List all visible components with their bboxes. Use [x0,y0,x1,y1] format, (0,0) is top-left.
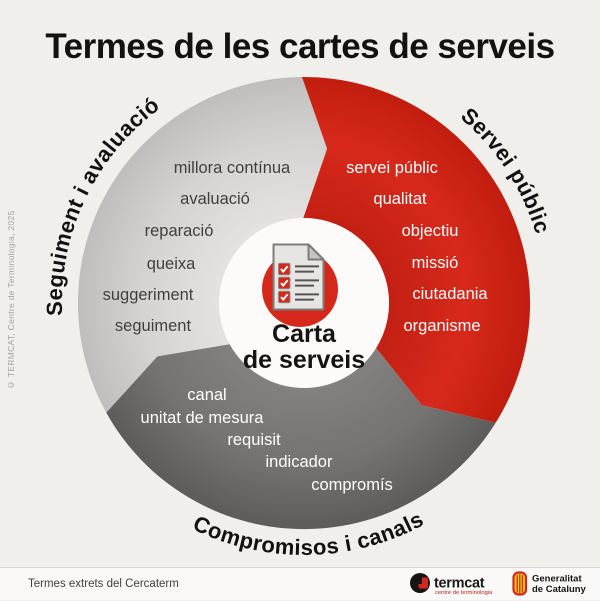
term-label: seguiment [115,317,192,335]
page-title: Termes de les cartes de serveis [45,27,555,66]
donut-chart: millora contínua avaluació reparació queixa… [42,76,555,560]
segment-compromisos-canals [106,344,496,530]
term-label: suggeriment [103,286,194,304]
term-label: reparació [145,222,214,240]
term-label: missió [412,254,459,272]
generalitat-line2: de Catalunya [532,584,586,595]
term-label: compromís [311,476,393,494]
footer-bar: Termes extrets del Cercaterm termcat cen… [0,567,600,600]
term-label: canal [187,386,226,404]
term-label: queixa [147,255,196,273]
term-label: unitat de mesura [141,409,265,427]
center-label-line1: Carta [272,320,337,348]
term-label: servei públic [346,159,438,177]
term-label: requisit [227,431,281,449]
center-hub: Carta de serveis [219,218,389,388]
term-label: qualitat [373,190,427,208]
footer-logos: termcat centre de terminologia Generalit… [410,570,586,596]
term-label: indicador [266,453,333,471]
term-label: millora contínua [174,159,291,177]
generalitat-line1: Generalitat [532,573,582,584]
term-label: objectiu [402,222,459,240]
checklist-document-icon [272,243,325,311]
footer-source-text: Termes extrets del Cercaterm [28,578,179,590]
termcat-wordmark: termcat [434,575,485,591]
center-label-line2: de serveis [243,346,365,374]
segment-terms: millora contínua avaluació reparació queixa… [103,159,489,494]
donut-segments [77,76,531,530]
term-label: avaluació [180,190,250,208]
segment-seguiment-avaluacio [77,77,328,413]
termcat-logo: termcat centre de terminologia [410,572,493,596]
termcat-tagline: centre de terminologia [435,590,493,596]
term-label: ciutadania [412,285,488,303]
segment-servei-public [302,76,531,423]
term-label: organisme [403,317,480,335]
generalitat-logo: Generalitat de Catalunya [512,570,586,596]
